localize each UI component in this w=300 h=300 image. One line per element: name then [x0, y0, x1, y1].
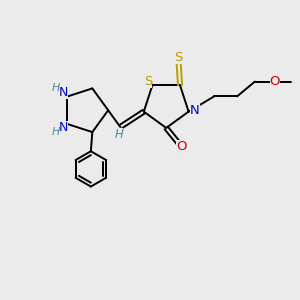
Text: S: S: [174, 51, 183, 64]
Text: H: H: [114, 128, 123, 141]
Text: O: O: [270, 75, 280, 88]
Text: S: S: [144, 75, 152, 88]
Text: H: H: [51, 83, 60, 93]
Text: N: N: [58, 121, 68, 134]
Text: N: N: [58, 86, 68, 99]
Text: O: O: [176, 140, 187, 153]
Text: H: H: [51, 127, 60, 137]
Text: N: N: [190, 104, 200, 117]
